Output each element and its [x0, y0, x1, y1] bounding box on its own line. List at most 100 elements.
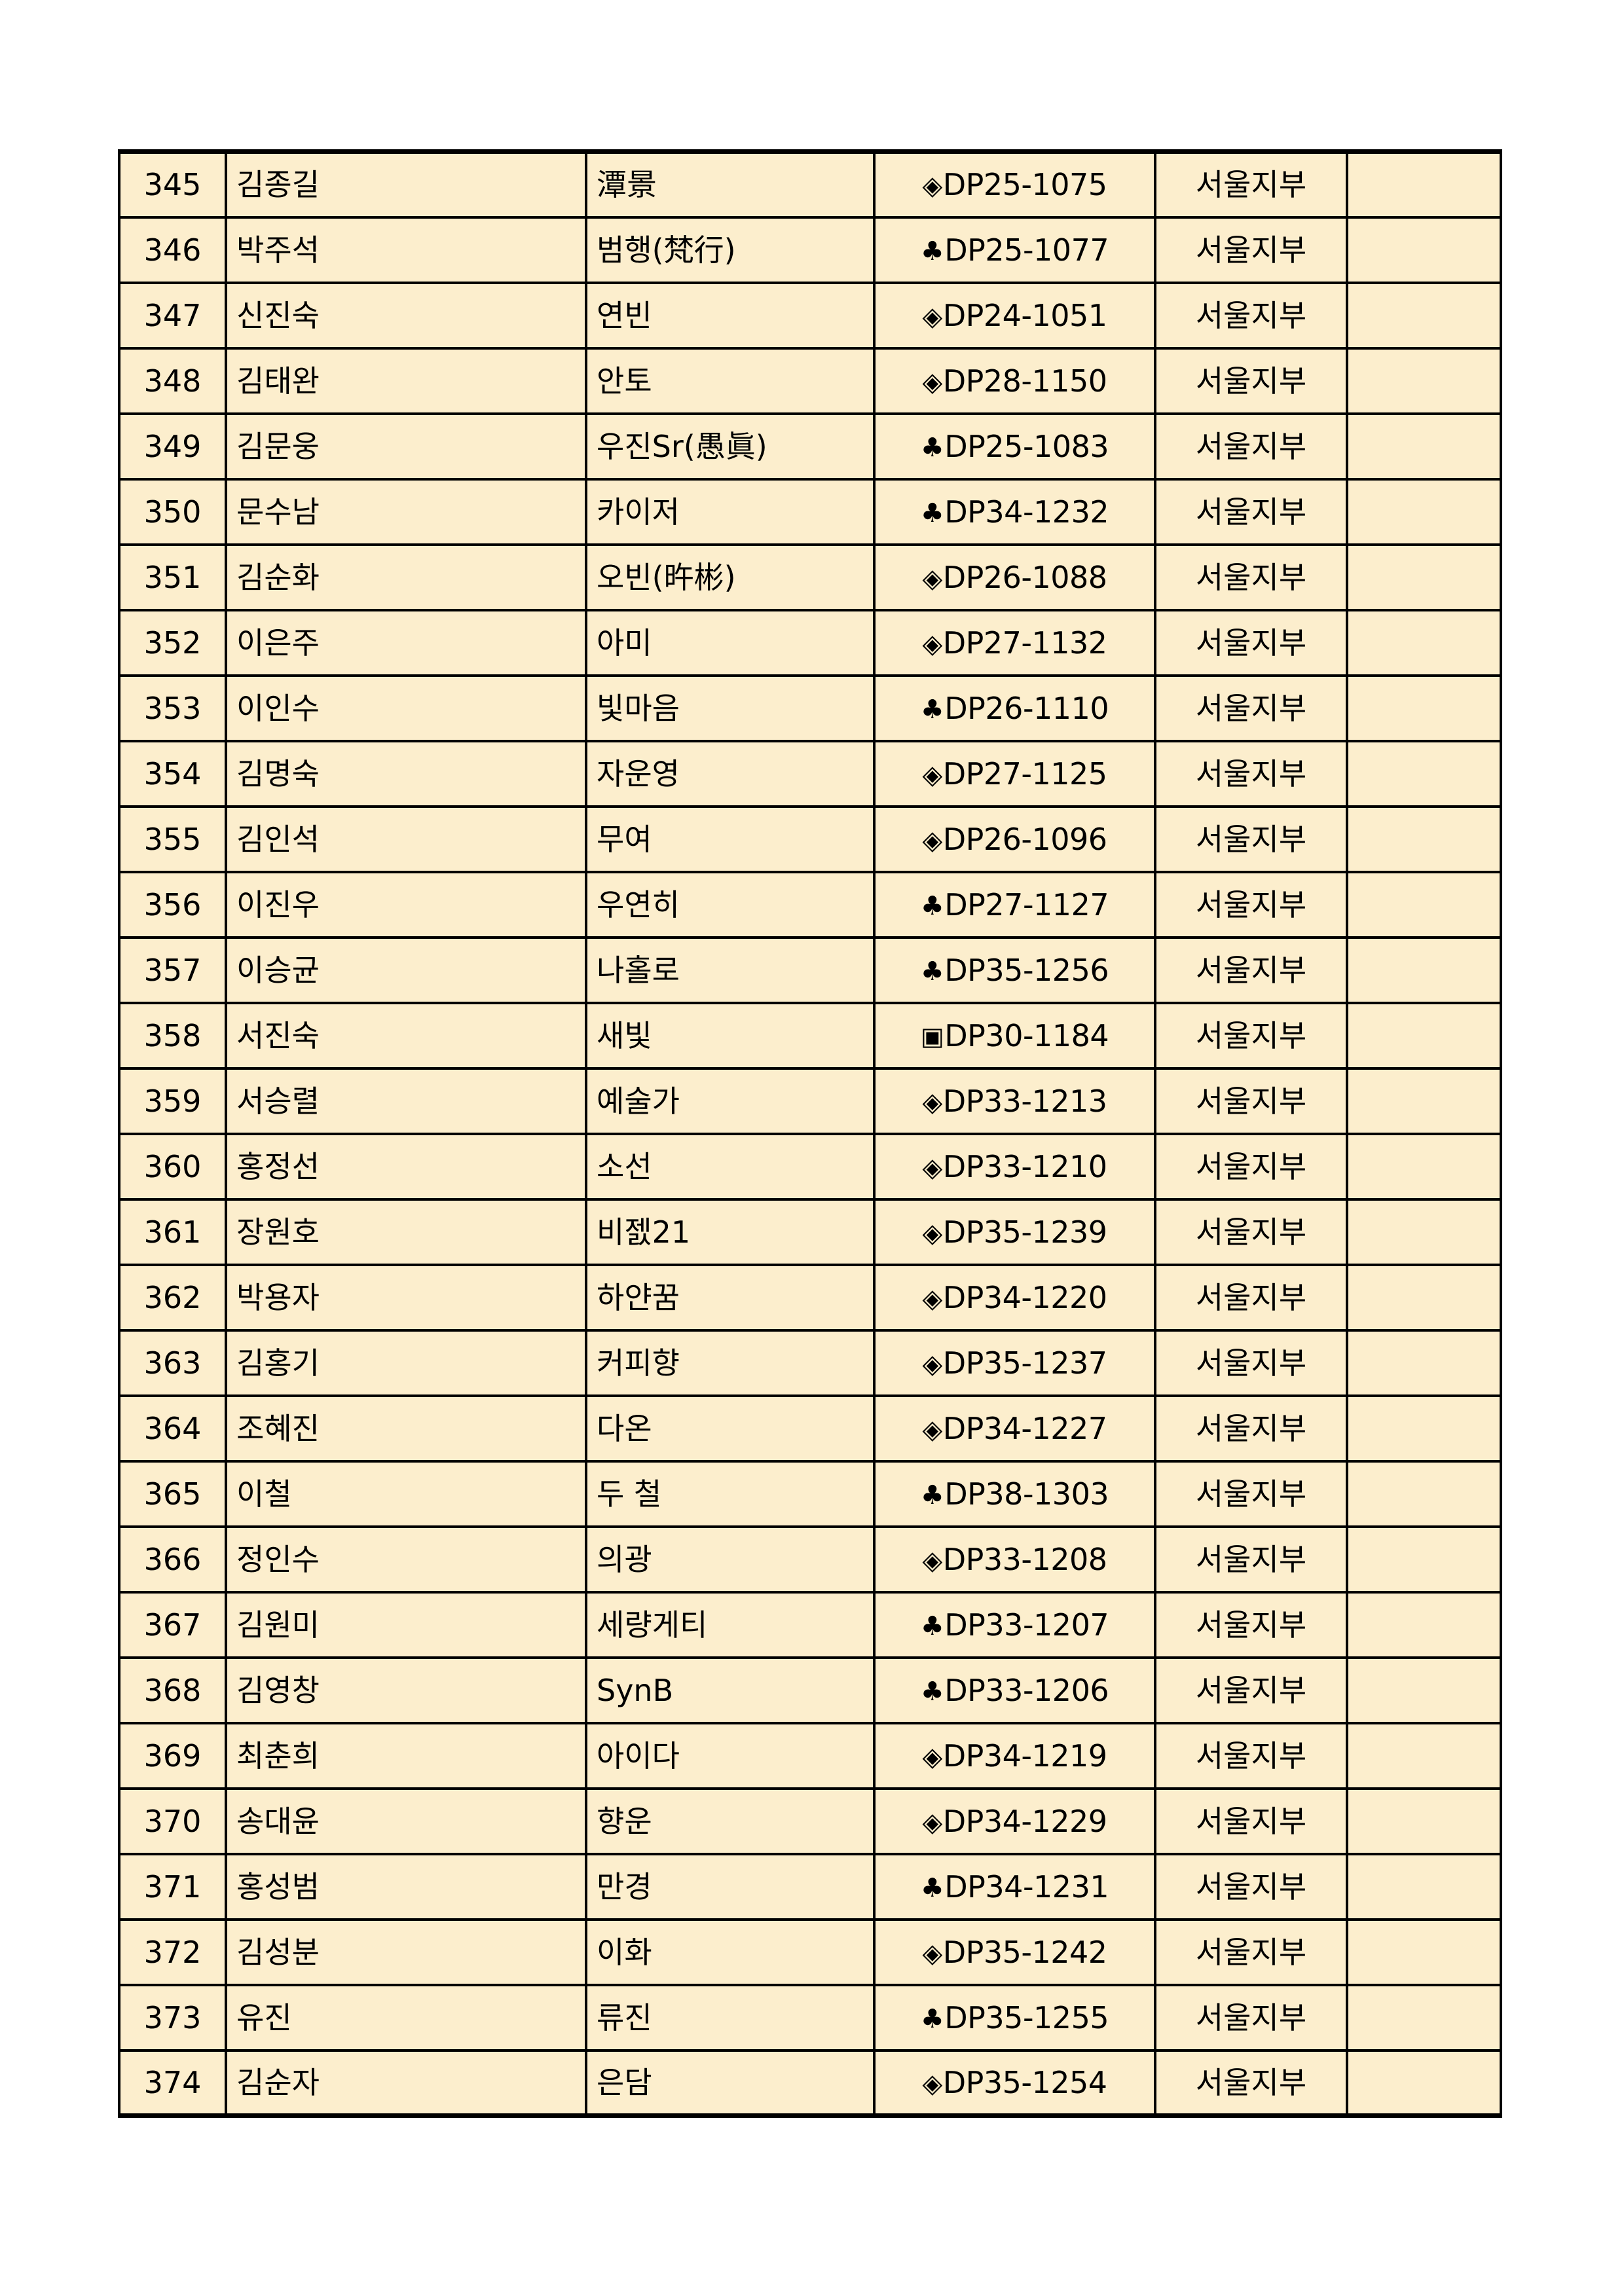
member-code-text: DP34-1219 [942, 1738, 1107, 1774]
diamond-symbol-icon: ◈ [922, 1545, 942, 1576]
cell-branch-name: 서울지부 [1154, 477, 1348, 546]
member-code-text: DP35-1239 [942, 1214, 1107, 1250]
cell-member-code: ◈DP33-1208 [873, 1525, 1156, 1594]
table-row: 356 이진우 우연히 ♣DP27-1127 서울지부 [118, 870, 1502, 939]
cell-branch-name: 서울지부 [1154, 805, 1348, 873]
cell-note [1346, 1525, 1502, 1594]
cell-member-alias: 류진 [585, 1983, 876, 2052]
table-row: 359 서승렬 예술가 ◈DP33-1213 서울지부 [118, 1066, 1502, 1135]
cell-branch-name: 서울지부 [1154, 674, 1348, 742]
cell-note [1346, 1459, 1502, 1528]
cell-note [1346, 477, 1502, 546]
cell-member-name: 정인수 [225, 1525, 587, 1594]
cell-member-alias: 오빈(旿彬) [585, 543, 876, 611]
cell-member-name: 김순자 [225, 2049, 587, 2117]
cell-member-alias: 나홀로 [585, 936, 876, 1004]
cell-row-number: 355 [118, 805, 227, 873]
cell-member-alias: 潭景 [585, 150, 876, 219]
table-row: 368 김영창 SynB ♣DP33-1206 서울지부 [118, 1656, 1502, 1724]
cell-member-code: ◈DP34-1219 [873, 1721, 1156, 1790]
member-code-text: DP34-1227 [942, 1410, 1107, 1446]
diamond-symbol-icon: ◈ [922, 759, 942, 790]
club-symbol-icon: ♣ [920, 236, 944, 266]
table-row: 358 서진숙 새빛 ▣DP30-1184 서울지부 [118, 1001, 1502, 1070]
club-symbol-icon: ♣ [920, 890, 944, 921]
cell-member-code: ◈DP35-1242 [873, 1918, 1156, 1986]
table-row: 367 김원미 세량게티 ♣DP33-1207 서울지부 [118, 1590, 1502, 1659]
cell-member-code: ♣DP34-1231 [873, 1852, 1156, 1921]
member-code-text: DP27-1132 [942, 625, 1107, 661]
table-row: 353 이인수 빛마음 ♣DP26-1110 서울지부 [118, 674, 1502, 742]
cell-branch-name: 서울지부 [1154, 150, 1348, 219]
cell-branch-name: 서울지부 [1154, 215, 1348, 284]
cell-row-number: 354 [118, 739, 227, 808]
cell-row-number: 352 [118, 608, 227, 677]
member-code-text: DP25-1083 [944, 428, 1109, 464]
cell-note [1346, 1394, 1502, 1463]
cell-member-code: ◈DP27-1125 [873, 739, 1156, 808]
cell-note [1346, 608, 1502, 677]
member-code-text: DP34-1229 [942, 1803, 1107, 1839]
table-row: 369 최춘희 아이다 ◈DP34-1219 서울지부 [118, 1721, 1502, 1790]
cell-row-number: 349 [118, 412, 227, 481]
cell-branch-name: 서울지부 [1154, 1852, 1348, 1921]
cell-member-alias: 비젨21 [585, 1197, 876, 1266]
diamond-symbol-icon: ◈ [922, 2068, 942, 2099]
cell-member-alias: 다온 [585, 1394, 876, 1463]
cell-member-name: 김인석 [225, 805, 587, 873]
cell-note [1346, 1656, 1502, 1724]
cell-member-code: ◈DP34-1229 [873, 1787, 1156, 1855]
cell-note [1346, 805, 1502, 873]
cell-member-code: ♣DP33-1207 [873, 1590, 1156, 1659]
cell-note [1346, 1328, 1502, 1397]
cell-member-code: ♣DP25-1083 [873, 412, 1156, 481]
cell-branch-name: 서울지부 [1154, 1328, 1348, 1397]
cell-member-name: 장원호 [225, 1197, 587, 1266]
club-symbol-icon: ♣ [920, 1611, 944, 1641]
cell-branch-name: 서울지부 [1154, 1132, 1348, 1201]
cell-branch-name: 서울지부 [1154, 608, 1348, 677]
cell-note [1346, 1590, 1502, 1659]
table-row: 374 김순자 은담 ◈DP35-1254 서울지부 [118, 2049, 1502, 2117]
cell-branch-name: 서울지부 [1154, 1787, 1348, 1855]
cell-member-code: ♣DP35-1256 [873, 936, 1156, 1004]
table-row: 346 박주석 범행(梵行) ♣DP25-1077 서울지부 [118, 215, 1502, 284]
diamond-symbol-icon: ◈ [922, 1938, 942, 1969]
cell-branch-name: 서울지부 [1154, 1394, 1348, 1463]
cell-note [1346, 215, 1502, 284]
cell-note [1346, 150, 1502, 219]
cell-branch-name: 서울지부 [1154, 412, 1348, 481]
cell-row-number: 360 [118, 1132, 227, 1201]
cell-member-name: 이승균 [225, 936, 587, 1004]
member-code-text: DP27-1125 [942, 756, 1107, 792]
cell-member-name: 이인수 [225, 674, 587, 742]
table-row: 345 김종길 潭景 ◈DP25-1075 서울지부 [118, 150, 1502, 219]
cell-branch-name: 서울지부 [1154, 1001, 1348, 1070]
cell-note [1346, 1918, 1502, 1986]
cell-member-code: ♣DP25-1077 [873, 215, 1156, 284]
cell-member-alias: 은담 [585, 2049, 876, 2117]
table-row: 351 김순화 오빈(旿彬) ◈DP26-1088 서울지부 [118, 543, 1502, 611]
cell-row-number: 358 [118, 1001, 227, 1070]
club-symbol-icon: ♣ [920, 956, 944, 987]
cell-branch-name: 서울지부 [1154, 1197, 1348, 1266]
cell-member-code: ◈DP34-1220 [873, 1263, 1156, 1332]
cell-row-number: 364 [118, 1394, 227, 1463]
cell-row-number: 368 [118, 1656, 227, 1724]
club-symbol-icon: ♣ [920, 1872, 944, 1903]
member-code-text: DP26-1110 [944, 690, 1109, 726]
cell-member-code: ◈DP33-1213 [873, 1066, 1156, 1135]
cell-row-number: 348 [118, 346, 227, 415]
diamond-symbol-icon: ◈ [922, 563, 942, 594]
cell-note [1346, 281, 1502, 350]
member-roster-body: 345 김종길 潭景 ◈DP25-1075 서울지부 346 박주석 범행(梵行) ♣DP25-… [118, 150, 1502, 2117]
cell-row-number: 350 [118, 477, 227, 546]
cell-member-name: 서승렬 [225, 1066, 587, 1135]
cell-row-number: 362 [118, 1263, 227, 1332]
cell-row-number: 372 [118, 1918, 227, 1986]
member-code-text: DP25-1075 [942, 167, 1107, 203]
cell-member-alias: 하얀꿈 [585, 1263, 876, 1332]
diamond-symbol-icon: ◈ [922, 1152, 942, 1183]
cell-member-name: 이은주 [225, 608, 587, 677]
cell-branch-name: 서울지부 [1154, 346, 1348, 415]
